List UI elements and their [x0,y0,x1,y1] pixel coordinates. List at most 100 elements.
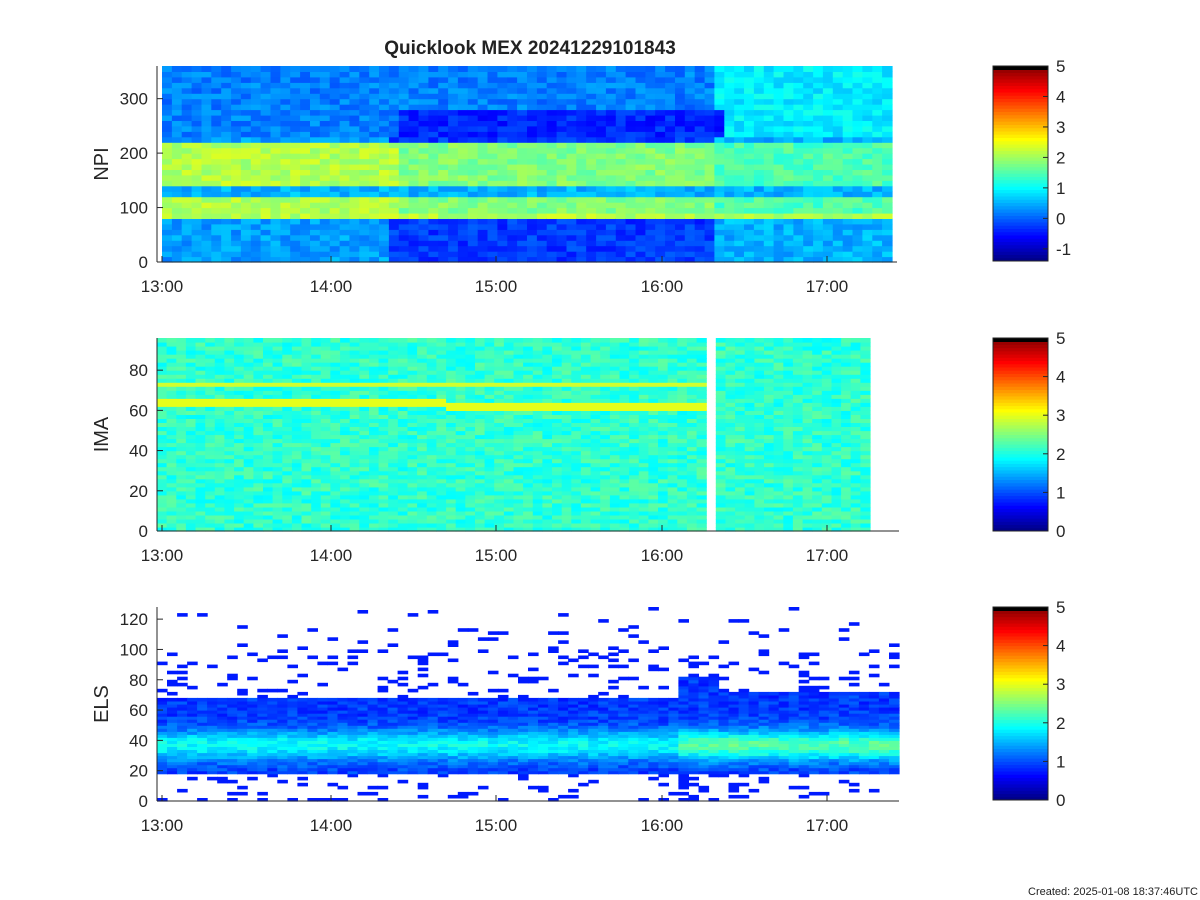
heatmap-cell [300,104,311,111]
heatmap-cell [744,93,755,100]
heatmap-cell [517,185,528,192]
heatmap-cell [408,174,420,181]
heatmap-cell [185,362,197,367]
heatmap-cell [438,245,449,252]
heatmap-cell [580,338,592,343]
heatmap-cell [388,466,399,472]
heatmap-cell [475,498,486,504]
heatmap-cell [280,245,291,252]
heatmap-cell [635,104,646,111]
heatmap-cell [576,251,587,258]
heatmap-cell [773,191,785,198]
heatmap-cell [191,213,203,219]
heatmap-cell [253,527,264,532]
heatmap-cell [171,153,183,160]
heatmap-cell [503,462,515,468]
heatmap-cell [580,498,592,504]
heatmap-cell [330,338,341,343]
heatmap-cell [311,462,322,468]
heatmap-cell [253,470,264,476]
heatmap-cell [552,462,563,468]
heatmap-cell [300,142,311,149]
heatmap-cell [359,486,370,492]
heatmap-cell [665,202,676,209]
heatmap-cell [455,358,466,363]
heatmap-cell [436,358,447,363]
heatmap-cell [260,251,272,258]
heatmap-cell [330,494,341,500]
heatmap-cell [457,213,469,219]
heatmap-cell [842,180,854,187]
heatmap-cell [763,229,775,236]
heatmap-cell [615,245,627,252]
heatmap-cell [329,87,341,94]
heatmap-cell [234,446,245,452]
heatmap-cell [263,462,274,468]
heatmap-cell [675,93,686,100]
heatmap-cell [240,251,252,258]
heatmap-cell [418,153,429,160]
heatmap-cell [388,446,399,452]
heatmap-cell [494,506,505,512]
heatmap-cell [523,470,534,476]
heatmap-cell [349,426,360,432]
heatmap-cell [580,366,592,371]
heatmap-cell [270,240,281,247]
heatmap-cell [615,115,627,121]
heatmap-cell [398,202,410,209]
heatmap-cell [675,87,686,94]
heatmap-cell [513,350,524,355]
heatmap-cell [753,147,765,154]
heatmap-cell [301,478,312,484]
heatmap-cell [822,169,834,176]
heatmap-cell [448,234,459,241]
heatmap-cell [224,342,235,347]
heatmap-cell [513,442,524,448]
heatmap-cell [176,523,187,528]
heatmap-cell [426,506,437,512]
heatmap-cell [330,502,341,508]
heatmap-cell [224,358,235,363]
heatmap-cell [561,490,572,496]
heatmap-cell [546,98,558,105]
heatmap-cell [438,202,449,209]
heatmap-cell [311,422,322,427]
heatmap-cell [561,446,572,452]
heatmap-cell [300,218,311,225]
heatmap-cell [181,218,193,225]
heatmap-cell [872,202,883,209]
heatmap-cell [388,478,399,484]
heatmap-cell [773,131,785,138]
heatmap-cell [497,240,508,247]
heatmap-cell [724,213,735,219]
heatmap-cell [503,422,515,427]
heatmap-cell [260,71,272,78]
heatmap-cell [282,358,293,363]
heatmap-cell [494,454,505,460]
heatmap-cell [566,196,577,203]
heatmap-cell [243,414,254,419]
heatmap-cell [250,191,262,198]
heatmap-cell [600,502,611,508]
heatmap-cell [552,474,563,480]
heatmap-cell [546,76,558,83]
heatmap-cell [675,256,686,263]
heatmap-cell [234,458,245,464]
heatmap-cell [378,474,389,480]
heatmap-cell [340,370,351,375]
heatmap-cell [378,446,389,452]
heatmap-cell [195,382,206,387]
colorbar-segment [993,137,1048,142]
heatmap-cell [536,191,548,198]
heatmap-cell [407,502,418,508]
heatmap-cell [290,98,301,105]
heatmap-cell [211,229,222,236]
heatmap-cell [329,213,341,219]
heatmap-cell [455,466,466,472]
heatmap-cell [832,180,844,187]
heatmap-cell [744,174,755,181]
heatmap-cell [211,98,222,105]
heatmap-cell [195,386,206,391]
heatmap-cell [301,494,312,500]
heatmap-cell [475,474,486,480]
